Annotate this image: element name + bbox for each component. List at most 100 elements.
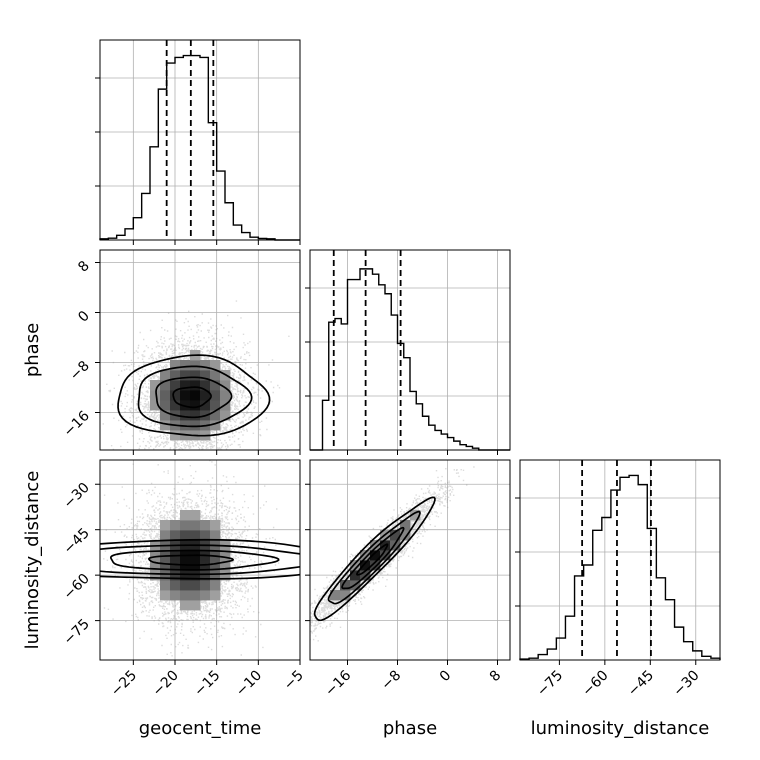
density-cell xyxy=(200,400,211,411)
panel-bg xyxy=(310,460,510,660)
density-cell xyxy=(200,570,211,581)
x-tick-label-phase: −8 xyxy=(378,668,404,694)
density-cell xyxy=(180,370,191,381)
density-cell xyxy=(220,550,231,561)
contour-level-1 xyxy=(109,549,280,571)
density-cell xyxy=(190,580,201,591)
panel-bg xyxy=(310,250,510,450)
density-cell xyxy=(150,380,161,391)
density-cell xyxy=(170,570,181,581)
density-cell xyxy=(360,560,371,571)
density-cell xyxy=(210,360,221,371)
density-cell xyxy=(190,530,201,541)
density-cell xyxy=(350,560,361,571)
density-cell xyxy=(170,390,181,401)
x-tick-label-geocent_time: −5 xyxy=(281,668,307,694)
xlabel-geocent_time: geocent_time xyxy=(139,718,262,739)
density-cell xyxy=(210,550,221,561)
density-cell xyxy=(170,430,181,441)
density-cell xyxy=(180,520,191,531)
density-cell xyxy=(160,410,171,421)
panel-geocent_time-vs-phase xyxy=(95,249,301,455)
panel-border xyxy=(99,39,301,241)
x-tick-label-luminosity_distance: −75 xyxy=(534,668,566,700)
density-cell xyxy=(170,380,181,391)
x-tick-label-phase: 8 xyxy=(487,668,505,686)
histogram-luminosity_distance xyxy=(515,459,721,665)
x-tick-label-phase: −16 xyxy=(322,667,354,699)
density-cell xyxy=(410,510,421,521)
density-cell xyxy=(210,560,221,571)
contour-level-3 xyxy=(313,496,436,622)
density-cell xyxy=(160,590,171,601)
x-tick-label-geocent_time: −15 xyxy=(191,668,223,700)
panel-phase-vs-luminosity_distance xyxy=(305,459,511,665)
density-cell xyxy=(180,420,191,431)
contour-level-0 xyxy=(148,554,235,566)
density-cell xyxy=(190,370,201,381)
density-layer xyxy=(310,466,475,642)
density-cell xyxy=(380,550,391,561)
density-cell xyxy=(160,530,171,541)
density-layer xyxy=(100,460,300,660)
density-cell xyxy=(180,600,191,611)
density-cell xyxy=(220,390,231,401)
density-cell xyxy=(210,520,221,531)
density-cell xyxy=(170,520,181,531)
y-tick-label-phase: −8 xyxy=(67,358,93,384)
density-cell xyxy=(220,570,231,581)
density-cell xyxy=(210,390,221,401)
density-cell xyxy=(200,380,211,391)
density-cell xyxy=(160,570,171,581)
x-tick-label-geocent_time: −10 xyxy=(233,668,265,700)
density-cell xyxy=(330,590,341,601)
contour-level-1 xyxy=(341,526,405,590)
panel-border xyxy=(99,459,301,661)
density-cell xyxy=(210,530,221,541)
ylabel-luminosity_distance: luminosity_distance xyxy=(22,471,43,650)
contour-level-3 xyxy=(117,354,271,437)
contour-level-2 xyxy=(327,510,421,605)
density-cell xyxy=(340,580,351,591)
density-cell xyxy=(150,400,161,411)
y-tick-label-phase: 0 xyxy=(75,308,93,326)
density-cell xyxy=(400,520,411,531)
density-cell xyxy=(170,370,181,381)
density-cell xyxy=(370,560,381,571)
density-cell xyxy=(190,510,201,521)
density-cell xyxy=(370,540,381,551)
density-cell xyxy=(200,530,211,541)
density-cell xyxy=(200,370,211,381)
density-cell xyxy=(170,590,181,601)
histogram-step-phase xyxy=(310,268,510,451)
y-tick-label-luminosity_distance: −30 xyxy=(61,480,93,512)
xlabel-phase: phase xyxy=(383,718,437,739)
density-cell xyxy=(220,560,231,571)
contour-level-0 xyxy=(172,386,212,409)
density-cell xyxy=(210,420,221,431)
density-cell xyxy=(170,580,181,591)
density-cell xyxy=(210,580,221,591)
labels-layer: geocent_time phase luminosity_distance p… xyxy=(22,323,709,739)
density-cell xyxy=(210,400,221,411)
density-cell xyxy=(370,550,381,561)
panel-border xyxy=(99,249,301,451)
density-cell xyxy=(160,580,171,591)
contour-level-0 xyxy=(356,543,389,576)
y-tick-label-luminosity_distance: −75 xyxy=(61,616,93,648)
density-cell xyxy=(180,390,191,401)
panel-geocent_time-vs-luminosity_distance xyxy=(95,459,301,665)
density-cell xyxy=(180,510,191,521)
density-cell xyxy=(200,590,211,601)
density-cell xyxy=(400,530,411,541)
density-cell xyxy=(160,560,171,571)
density-cell xyxy=(180,590,191,601)
density-cell xyxy=(160,520,171,531)
density-cell xyxy=(210,410,221,421)
panel-bg xyxy=(100,40,300,240)
density-cell xyxy=(170,360,181,371)
x-tick-label-luminosity_distance: −30 xyxy=(670,668,702,700)
density-cell xyxy=(190,380,201,391)
density-cell xyxy=(180,530,191,541)
